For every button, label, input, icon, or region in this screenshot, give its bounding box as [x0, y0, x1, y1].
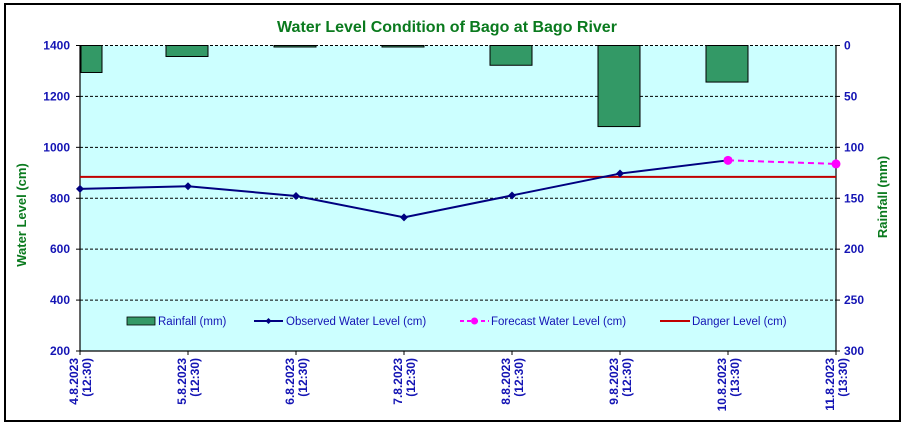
x-tick-label: 6.8.2023 (12:30)	[283, 358, 310, 405]
y-tick-label: 1400	[43, 39, 70, 53]
rainfall-bar	[165, 45, 209, 57]
x-tick-label-time: (12:30)	[512, 358, 526, 397]
rainfall-bar	[273, 45, 317, 48]
rainfall-bars	[80, 45, 749, 128]
rainfall-bar	[597, 45, 641, 128]
series-lines	[76, 155, 841, 222]
x-tick-label-date: 7.8.2023	[391, 358, 405, 405]
legend-danger-label: Danger Level (cm)	[692, 316, 787, 328]
observed-water-level-point	[184, 182, 192, 191]
y-tick-label: 600	[50, 242, 70, 256]
y-tick-label: 200	[50, 344, 70, 358]
y2-tick-label: 0	[844, 39, 851, 53]
x-tick-label-date: 4.8.2023	[67, 358, 81, 405]
x-tick-label: 11.8.2023 (13:30)	[823, 358, 850, 411]
tick-labels: 200 400 600 800 1000 1200 1400 0 50 100 150 200 250 3…	[43, 39, 864, 412]
legend-rainfall-label: Rainfall (mm)	[158, 316, 227, 328]
legend-rainfall-swatch	[126, 316, 156, 326]
legend-observed-label: Observed Water Level (cm)	[286, 316, 426, 328]
x-tick-label-date: 10.8.2023	[715, 358, 729, 412]
x-tick-label-date: 6.8.2023	[283, 358, 297, 405]
axes	[76, 45, 840, 355]
x-tick-label: 9.8.2023 (12:30)	[607, 358, 634, 405]
y-tick-label: 800	[50, 191, 70, 205]
y2-axis-title: Rainfall (mm)	[875, 156, 890, 238]
forecast-water-level-point	[723, 155, 733, 165]
y2-tick-label: 150	[844, 191, 864, 205]
y-tick-label: 400	[50, 293, 70, 307]
legend-observed-marker	[265, 318, 272, 324]
rainfall-bar	[381, 45, 425, 48]
x-tick-label: 7.8.2023 (12:30)	[391, 358, 418, 405]
rainfall-bar	[705, 45, 749, 83]
chart-title: Water Level Condition of Bago at Bago Ri…	[277, 19, 617, 36]
x-tick-label-time: (12:30)	[80, 358, 94, 397]
x-tick-label: 5.8.2023 (12:30)	[175, 358, 202, 405]
y-tick-label: 1200	[43, 89, 70, 103]
y2-tick-label: 250	[844, 293, 864, 307]
rainfall-bar	[80, 45, 103, 73]
observed-water-level-point	[292, 191, 300, 200]
x-tick-label-date: 5.8.2023	[175, 358, 189, 405]
observed-water-level-point	[616, 169, 624, 178]
y-axis-title: Water Level (cm)	[14, 163, 29, 267]
y2-tick-label: 200	[844, 242, 864, 256]
x-tick-label-date: 9.8.2023	[607, 358, 621, 405]
x-tick-label-date: 11.8.2023	[823, 358, 837, 411]
rainfall-bar	[489, 45, 533, 66]
legend: Rainfall (mm) Observed Water Level (cm) Fo…	[126, 316, 787, 328]
y2-tick-label: 300	[844, 344, 864, 358]
x-tick-label: 8.8.2023 (12:30)	[499, 358, 526, 405]
observed-water-level-point	[76, 184, 84, 193]
forecast-water-level-line	[727, 159, 837, 165]
legend-forecast-label: Forecast Water Level (cm)	[491, 316, 626, 328]
y-tick-label: 1000	[43, 140, 70, 154]
y2-tick-label: 50	[844, 89, 858, 103]
forecast-water-level-point	[831, 159, 841, 169]
x-tick-label-date: 8.8.2023	[499, 358, 513, 405]
y2-tick-label: 100	[844, 140, 864, 154]
x-tick-label-time: (12:30)	[188, 358, 202, 397]
x-tick-label: 4.8.2023 (12:30)	[67, 358, 94, 405]
x-tick-label-time: (13:30)	[836, 358, 850, 397]
x-tick-label-time: (12:30)	[620, 358, 634, 397]
legend-forecast-marker	[471, 317, 478, 325]
observed-water-level-point	[508, 191, 516, 200]
x-tick-label-time: (13:30)	[728, 358, 742, 397]
observed-water-level-point	[400, 213, 408, 222]
x-tick-label-time: (12:30)	[404, 358, 418, 397]
x-tick-label-time: (12:30)	[296, 358, 310, 397]
x-tick-label: 10.8.2023 (13:30)	[715, 358, 742, 412]
